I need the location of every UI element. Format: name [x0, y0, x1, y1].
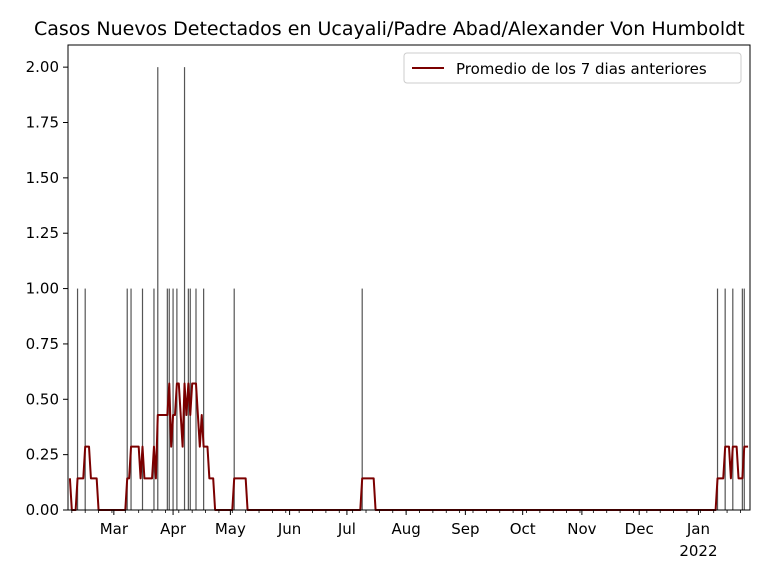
plot-frame	[67, 44, 751, 511]
bar	[233, 288, 235, 510]
x-tick-label: Mar	[100, 520, 129, 538]
x-tick-year-label: 2022	[679, 542, 717, 560]
x-tick-label: Oct	[510, 520, 536, 538]
x-tick-label: Dec	[625, 520, 654, 538]
series-line-average	[68, 382, 749, 511]
legend-label: Promedio de los 7 dias anteriores	[456, 60, 707, 78]
chart-title: Casos Nuevos Detectados en Ucayali/Padre…	[34, 18, 745, 40]
y-tick-label: 2.00	[26, 58, 59, 76]
bar	[203, 288, 205, 510]
x-tick-label: Jul	[337, 520, 356, 538]
y-tick-label: 1.50	[26, 169, 59, 187]
y-tick-label: 0.50	[26, 390, 59, 408]
y-tick-label: 0.00	[26, 501, 59, 519]
x-tick-label: Nov	[567, 520, 596, 538]
bar	[172, 288, 174, 510]
bar	[743, 288, 745, 510]
bar	[84, 288, 86, 510]
bar	[141, 288, 144, 510]
x-tick-label: Apr	[160, 520, 187, 538]
bar	[130, 288, 132, 510]
bar	[361, 288, 363, 510]
y-tick-label: 1.25	[26, 224, 59, 242]
x-tick-label: Sep	[451, 520, 479, 538]
bar	[724, 288, 726, 510]
y-tick-label: 1.75	[26, 114, 59, 132]
bar	[716, 288, 719, 510]
x-tick-label: May	[215, 520, 246, 538]
legend-box	[403, 52, 742, 84]
x-tick-label: Jan	[686, 520, 710, 538]
y-tick-label: 0.25	[26, 446, 59, 464]
bar	[741, 288, 743, 510]
bar	[183, 67, 186, 511]
bar	[153, 288, 155, 510]
bar	[126, 288, 128, 510]
bar	[76, 288, 79, 510]
plot-area: 0.00 0.25 0.50 0.75 1.00 1.25 1.50 1.75 2.00 Mar A…	[26, 44, 751, 560]
x-tick-label: Jun	[277, 520, 301, 538]
bar	[732, 288, 734, 510]
y-tick-label: 0.75	[26, 335, 59, 353]
y-tick-label: 1.00	[26, 280, 59, 298]
x-tick-label: Aug	[391, 520, 420, 538]
bar	[157, 67, 159, 511]
